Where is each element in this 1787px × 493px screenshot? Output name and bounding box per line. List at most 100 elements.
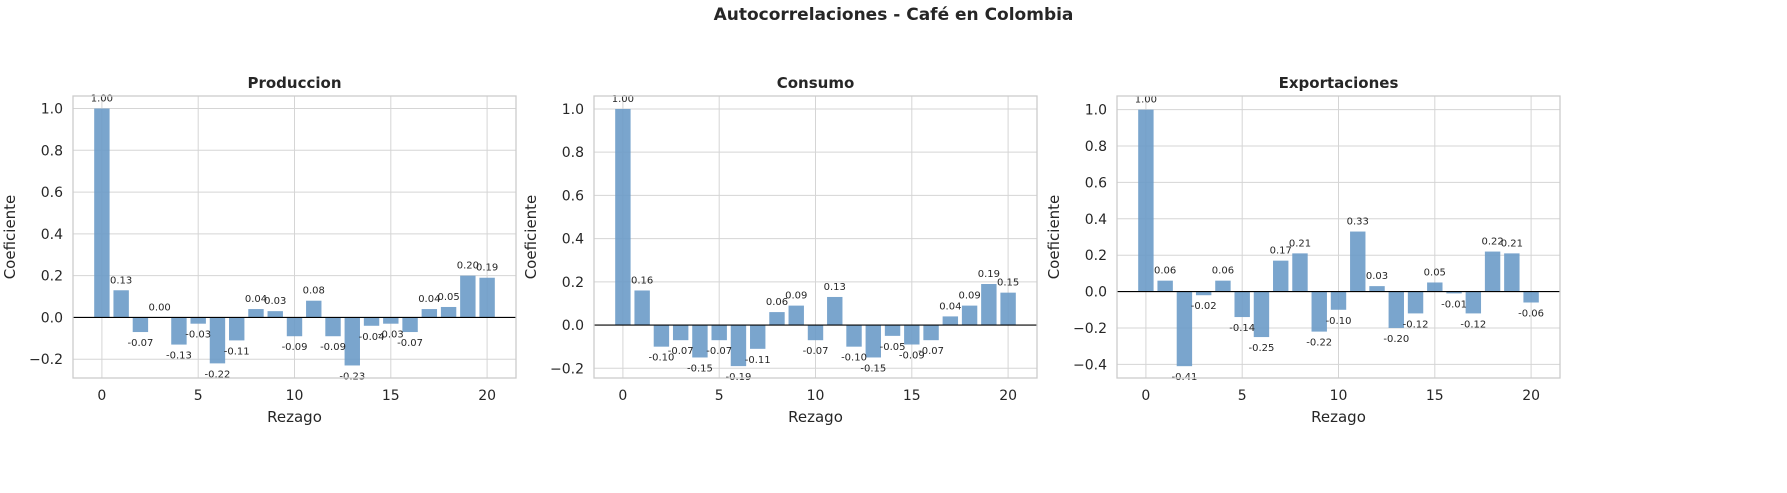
produccion-data-label-3: 0.00 [149,302,171,313]
consumo-xtick-label-20: 20 [999,388,1017,404]
consumo-title: Consumo [777,74,855,92]
exportaciones-bar-5 [1234,291,1250,318]
produccion-data-label-14: -0.04 [359,332,385,343]
exportaciones-xtick-label-20: 20 [1522,388,1540,404]
produccion-xtick-label-10: 10 [286,388,304,404]
produccion-bar-14 [363,317,380,326]
exportaciones-data-label-7: 0.17 [1270,246,1292,257]
exportaciones-bar-0 [1138,109,1154,292]
exportaciones-bar-1 [1157,280,1173,292]
produccion-ytick-label-4: 0.6 [41,185,63,201]
consumo-data-label-17: 0.04 [939,301,961,312]
consumo-bar-10 [807,325,824,341]
exportaciones-data-label-13: -0.20 [1383,334,1409,345]
produccion-xtick-label-20: 20 [478,388,496,404]
exportaciones-bar-14 [1407,291,1424,314]
consumo-data-label-15: -0.09 [899,351,925,362]
consumo-data-label-8: 0.06 [766,297,788,308]
produccion-bar-4 [171,317,187,345]
exportaciones-bar-16 [1446,291,1462,294]
exportaciones-ytick-label-3: 0.2 [1085,248,1107,264]
produccion-ylabel: Coeficiente [1,195,19,280]
exportaciones-data-label-15: 0.05 [1424,267,1446,278]
consumo-ytick-label-0: −0.2 [550,361,584,377]
consumo-bar-13 [865,325,881,358]
exportaciones-xlabel: Rezago [1311,408,1366,426]
exportaciones-data-label-1: 0.06 [1154,266,1176,277]
produccion-data-label-12: -0.09 [320,342,346,353]
consumo-bar-9 [788,305,804,326]
produccion-bar-11 [306,300,322,318]
exportaciones-ytick-label-7: 1.0 [1085,103,1107,119]
exportaciones-bar-7 [1273,260,1289,292]
consumo-bar-14 [884,325,901,336]
produccion-bar-9 [267,311,283,318]
produccion-data-label-9: 0.03 [264,296,286,307]
produccion-bar-15 [383,317,399,324]
produccion-ytick-label-5: 0.8 [41,143,63,159]
produccion-data-label-7: -0.11 [224,346,250,357]
exportaciones-data-label-4: 0.06 [1212,266,1234,277]
consumo-data-label-5: -0.07 [706,346,732,357]
consumo-bar-17 [942,316,959,326]
produccion-data-label-10: -0.09 [282,342,308,353]
exportaciones-bar-10 [1330,291,1347,310]
exportaciones-ytick-label-0: −0.4 [1073,357,1107,373]
produccion-data-label-8: 0.04 [245,294,267,305]
produccion-bar-13 [344,317,360,366]
exportaciones-data-label-19: 0.21 [1501,238,1523,249]
exportaciones-bar-20 [1523,291,1539,303]
consumo-bar-19 [981,284,997,326]
exportaciones-data-label-3: -0.02 [1191,301,1217,312]
exportaciones-bar-8 [1292,253,1308,292]
consumo-data-label-20: 0.15 [997,278,1019,289]
exportaciones-xtick-label-10: 10 [1330,388,1348,404]
consumo-data-label-16: -0.07 [918,346,944,357]
consumo-data-label-19: 0.19 [978,269,1000,280]
produccion-bar-6 [209,317,226,364]
produccion-data-label-2: -0.07 [127,338,153,349]
produccion-data-label-11: 0.08 [303,286,325,297]
consumo-xlabel: Rezago [788,408,843,426]
consumo-bar-7 [750,325,766,349]
produccion-data-label-19: 0.20 [457,261,479,272]
consumo-ytick-label-2: 0.2 [562,275,584,291]
consumo-bar-12 [846,325,862,347]
consumo-bar-4 [692,325,708,358]
produccion-bar-12 [325,317,341,337]
produccion-xtick-label-0: 0 [97,388,106,404]
produccion-ytick-label-1: 0.0 [41,310,63,326]
exportaciones-data-label-9: -0.22 [1306,338,1332,349]
produccion-data-label-17: 0.04 [418,294,440,305]
produccion-data-label-5: -0.03 [185,330,211,341]
exportaciones-data-label-8: 0.21 [1289,238,1311,249]
produccion-data-label-6: -0.22 [205,369,231,380]
consumo-bar-6 [730,325,747,367]
produccion-bar-1 [113,290,129,318]
exportaciones-bar-2 [1176,291,1193,367]
exportaciones-data-label-16: -0.01 [1441,299,1467,310]
exportaciones-bar-17 [1465,291,1482,314]
consumo-data-label-0: 1.00 [612,94,634,105]
produccion-ytick-label-6: 1.0 [41,102,63,118]
consumo-data-label-13: -0.15 [860,363,886,374]
produccion-bar-10 [286,317,303,337]
produccion-data-label-18: 0.05 [437,292,459,303]
consumo-xtick-label-0: 0 [618,388,627,404]
produccion-xtick-label-15: 15 [382,388,400,404]
exportaciones-ytick-label-1: −0.2 [1073,321,1107,337]
consumo-ytick-label-4: 0.6 [562,188,584,204]
produccion-data-label-15: -0.03 [378,330,404,341]
produccion-xtick-label-5: 5 [194,388,203,404]
exportaciones-data-label-0: 1.00 [1135,95,1157,106]
consumo-bar-3 [672,325,689,341]
produccion-data-label-13: -0.23 [339,371,365,382]
exportaciones-bar-18 [1484,251,1501,292]
consumo-data-label-3: -0.07 [668,346,694,357]
exportaciones-ytick-label-5: 0.6 [1085,175,1107,191]
consumo-bar-16 [923,325,939,341]
consumo-data-label-4: -0.15 [687,363,713,374]
consumo-data-label-14: -0.05 [880,342,906,353]
figure-title: Autocorrelaciones - Café en Colombia [713,5,1074,25]
